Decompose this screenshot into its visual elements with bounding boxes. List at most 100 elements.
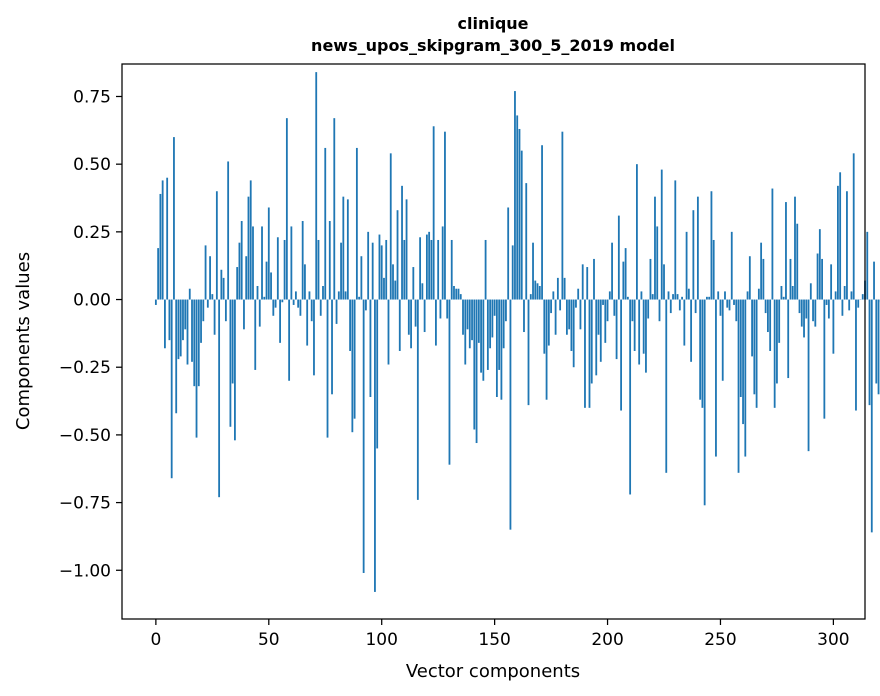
bar [773,299,776,408]
bar [353,299,356,419]
bar [597,299,600,335]
bar [843,286,846,300]
bar [647,299,650,319]
bar [480,299,482,373]
chart-title-line2: news_upos_skipgram_300_5_2019 model [311,36,675,55]
bar [837,185,839,300]
bar [509,299,512,530]
chart-title-line1: clinique [457,14,528,33]
bar [703,299,706,506]
bar [173,137,175,300]
y-tick-label: 0.25 [73,223,111,243]
bar [195,299,198,438]
y-tick-label: −0.75 [59,494,111,514]
bar [651,294,654,300]
bar [170,299,173,479]
bar [263,296,266,300]
bars-group [154,72,880,592]
bar [678,299,681,311]
bar [355,147,358,300]
bar [649,258,652,300]
bar [541,145,543,300]
bar [421,283,424,300]
bar [611,242,613,300]
bar [322,286,324,300]
bar [383,277,385,300]
bar [590,299,593,384]
bar [753,299,756,395]
bar [446,299,449,319]
bar [159,193,162,300]
bar [789,258,792,300]
bar [317,239,320,300]
bar [575,299,577,308]
bar [595,299,598,376]
bar [247,196,250,300]
bar [626,296,629,300]
bar [547,299,550,346]
bar [493,299,496,316]
bar [726,299,729,308]
bar [439,299,442,319]
bar [258,299,261,327]
bar [706,296,708,300]
bar [776,299,778,384]
bar [683,299,686,346]
bar [559,299,562,311]
bar [498,299,501,370]
bar [464,299,467,365]
bar [224,299,227,322]
bar [631,299,634,322]
bar [495,299,498,397]
bar [565,299,568,335]
bar [762,258,765,300]
bar [186,299,189,365]
bar [832,299,835,354]
bar [839,172,842,300]
x-tick-label: 300 [817,630,849,650]
bar [276,237,279,300]
bar [197,299,200,387]
bar [376,299,379,449]
bar [304,264,306,300]
bar [313,299,315,376]
bar [830,264,833,300]
bar [848,299,851,311]
bar [809,283,812,300]
bar [161,180,164,300]
bar [154,299,157,305]
bar [636,164,638,300]
bar [204,245,207,300]
bar [374,299,376,592]
bar [794,196,796,300]
bar [432,126,435,300]
bar [505,299,507,322]
bar [640,291,643,300]
bar [563,277,566,300]
bar [800,299,803,327]
bar [669,299,672,314]
bar [281,299,284,303]
bar [209,256,211,300]
bar [423,299,426,333]
bar [875,299,878,384]
bar [337,291,340,300]
bar [735,299,738,322]
y-tick-label: 0.75 [73,87,111,107]
bar [543,299,546,354]
bar [715,299,717,457]
bar [868,299,871,406]
bar [410,299,412,349]
bar [175,299,178,414]
bar [215,191,218,300]
bar [344,291,347,300]
bar [593,258,595,300]
bar [416,299,419,500]
bar [622,261,625,300]
bar [294,291,297,300]
bar [238,242,241,300]
bar [450,239,453,300]
bar [308,291,311,300]
bar [520,150,523,300]
